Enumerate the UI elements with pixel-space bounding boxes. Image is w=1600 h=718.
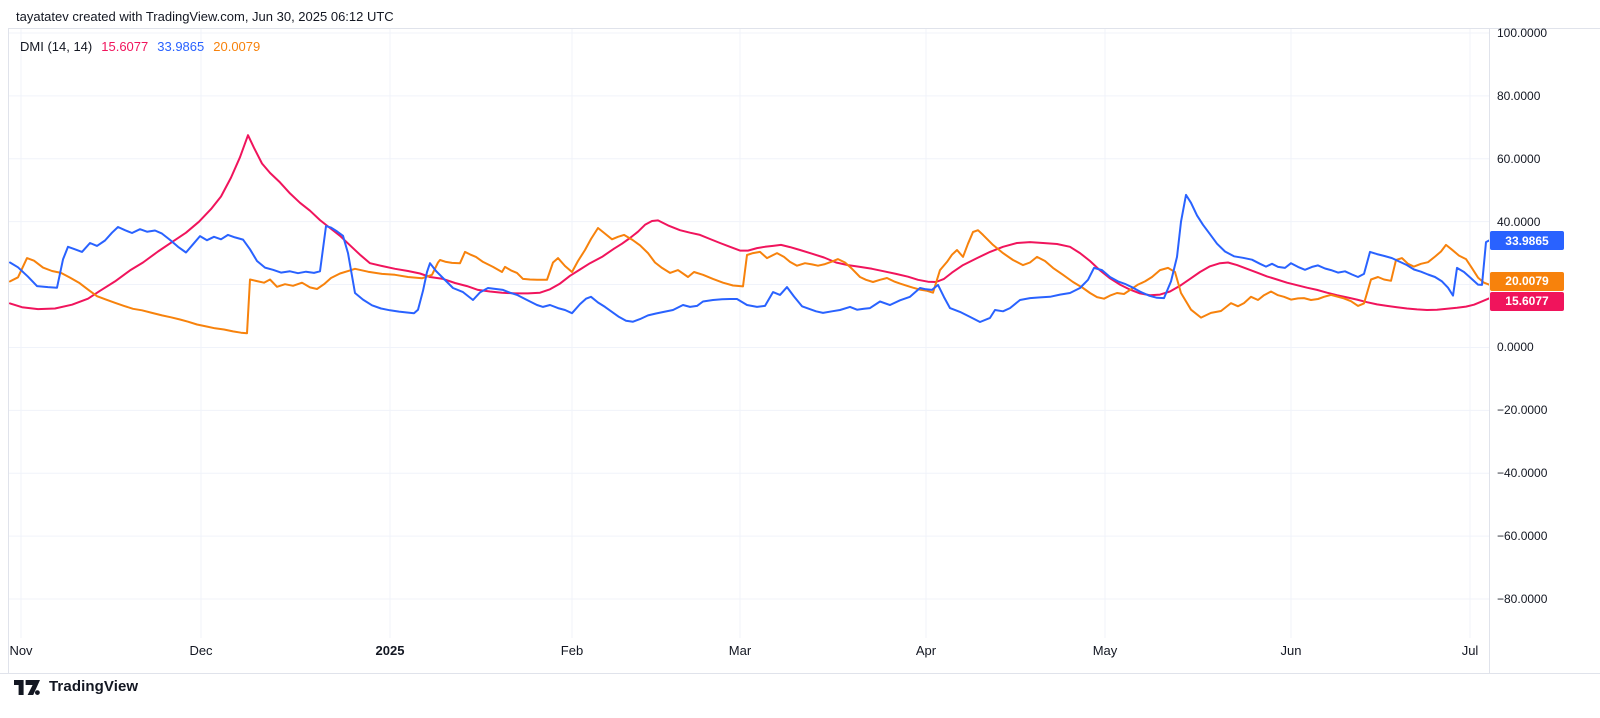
indicator-name: DMI (14, 14) bbox=[20, 39, 93, 54]
price-scale-label: 0.0000 bbox=[1497, 340, 1534, 355]
time-scale-label-apr: Apr bbox=[915, 643, 937, 658]
tradingview-brand[interactable]: TradingView bbox=[49, 677, 139, 695]
legend-value-minus-di: 20.0079 bbox=[213, 39, 261, 54]
pane-top-border bbox=[8, 28, 1600, 29]
time-scale-border bbox=[0, 673, 1600, 674]
time-scale-label-nov: Nov bbox=[9, 643, 33, 658]
price-badge-15.6077: 15.6077 bbox=[1490, 291, 1564, 311]
time-scale-label-mar: Mar bbox=[728, 643, 752, 658]
pane-left-border bbox=[8, 28, 9, 673]
price-scale-label: 80.0000 bbox=[1497, 88, 1541, 103]
price-scale-label: −40.0000 bbox=[1497, 466, 1548, 481]
legend-value-plus-di: 33.9865 bbox=[157, 39, 205, 54]
price-scale-border bbox=[1489, 28, 1490, 673]
price-scale-label: 60.0000 bbox=[1497, 151, 1541, 166]
legend-value-adx: 15.6077 bbox=[101, 39, 149, 54]
footer: TradingView bbox=[14, 676, 138, 696]
price-scale-label: 40.0000 bbox=[1497, 214, 1541, 229]
price-scale-label: −80.0000 bbox=[1497, 592, 1548, 606]
time-scale-label-2025: 2025 bbox=[375, 643, 405, 658]
price-scale-label: −60.0000 bbox=[1497, 529, 1548, 544]
tradingview-logo-icon[interactable] bbox=[14, 676, 41, 696]
time-scale-label-dec: Dec bbox=[189, 643, 213, 658]
time-scale-label-jul: Jul bbox=[1461, 643, 1479, 658]
series-line-plusminus-di bbox=[9, 193, 1490, 323]
price-badge-20.0079: 20.0079 bbox=[1490, 271, 1564, 291]
price-badge-33.9865: 33.9865 bbox=[1490, 231, 1564, 251]
time-scale-label-jun: Jun bbox=[1280, 643, 1302, 658]
time-scale-label-feb: Feb bbox=[560, 643, 584, 658]
series-line-minus-di bbox=[9, 227, 1490, 335]
series-line-adx bbox=[9, 134, 1490, 311]
price-scale-label: 100.0000 bbox=[1497, 26, 1548, 40]
chart-title: tayatatev created with TradingView.com, … bbox=[16, 9, 394, 24]
price-scale-label: −20.0000 bbox=[1497, 403, 1548, 418]
time-scale-label-may: May bbox=[1092, 643, 1118, 658]
indicator-legend[interactable]: DMI (14, 14) 15.6077 33.9865 20.0079 bbox=[20, 39, 260, 54]
